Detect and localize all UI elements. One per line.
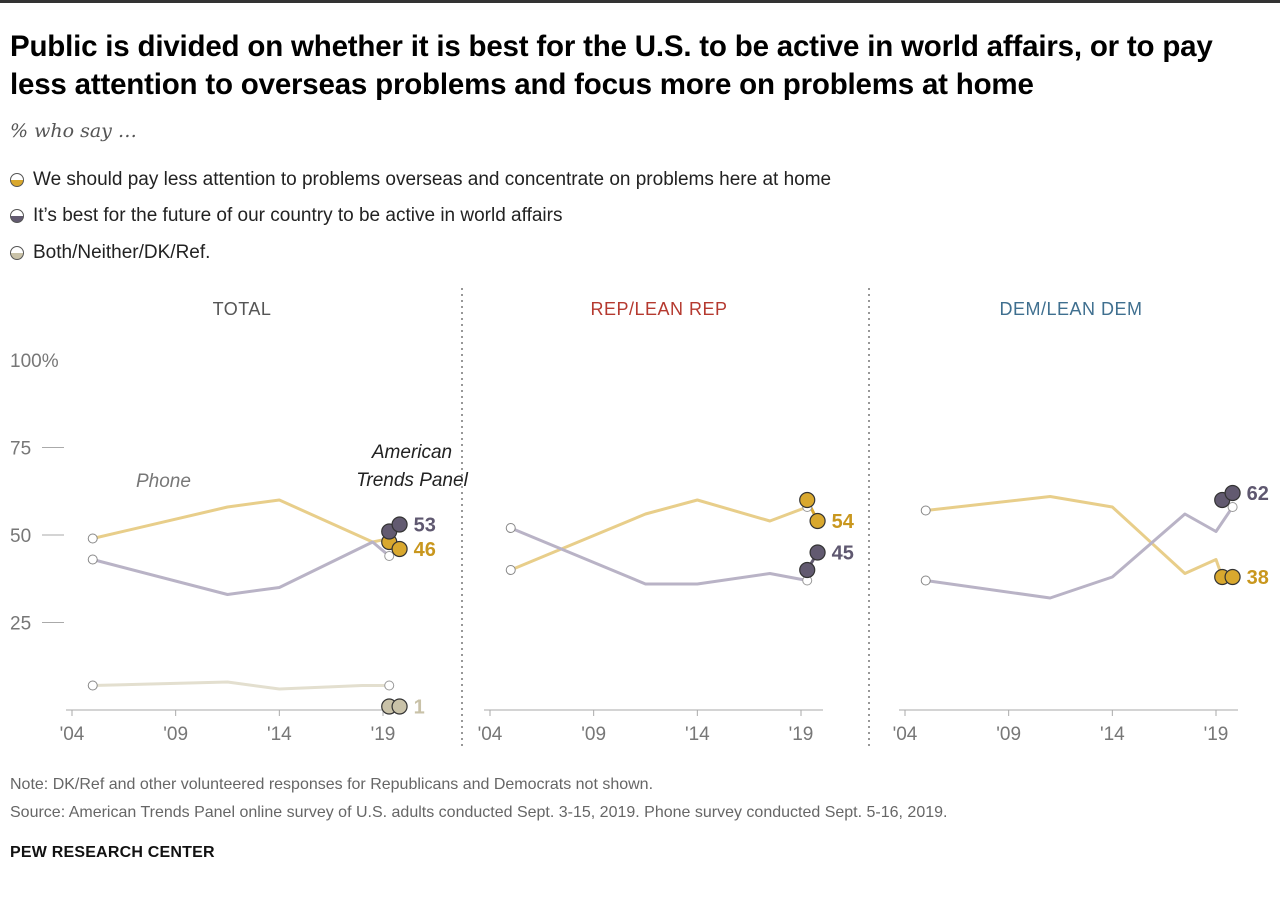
chart-source: Source: American Trends Panel online sur… [10, 804, 948, 821]
chart-note: Note: DK/Ref and other volunteered respo… [10, 776, 654, 793]
phone-start-point-2-1 [920, 575, 931, 586]
panel-title-0: TOTAL [213, 299, 272, 319]
phone-start-point-0-2 [87, 680, 98, 691]
legend-home-icon [10, 173, 24, 187]
chart-subtitle: % who say … [10, 120, 137, 142]
x-tick-label-2-3: '19 [1204, 724, 1229, 745]
x-tick-label-0-2: '14 [267, 724, 292, 745]
series-line-phone-0-0 [92, 498, 390, 544]
x-tick-label-0-3: '19 [371, 724, 396, 745]
atp-point-1-0-1 [809, 512, 826, 530]
phone-start-point-1-0 [505, 565, 516, 575]
series-line-phone-2-0 [925, 495, 1224, 578]
series-line-phone-1-1 [510, 526, 808, 586]
atp-point-1-1-0 [799, 561, 816, 579]
end-value-label-0-2: 1 [414, 697, 425, 719]
phone-start-point-0-1 [87, 554, 98, 565]
legend-active-icon [10, 209, 24, 223]
y-tick-label-50: 50 [10, 526, 31, 547]
y-tick-label-75: 75 [10, 439, 31, 460]
x-tick-label-1-2: '14 [685, 724, 710, 745]
end-value-label-0-0: 46 [414, 539, 436, 561]
series-line-phone-2-1 [925, 506, 1234, 600]
phone-start-point-1-1 [505, 523, 516, 533]
x-tick-label-0-0: '04 [60, 724, 85, 745]
atp-point-1-1-1 [809, 544, 826, 561]
series-line-phone-0-1 [92, 540, 391, 596]
x-tick-label-2-1: '09 [996, 724, 1021, 745]
atp-point-1-0-0 [799, 491, 816, 509]
end-value-label-0-1: 53 [414, 515, 436, 537]
x-tick-label-2-0: '04 [893, 724, 918, 745]
atp-point-2-0-1 [1224, 568, 1241, 586]
atp-point-0-1-1 [391, 516, 408, 533]
phone-end-point-2-1 [1227, 502, 1238, 512]
panel-title-2: DEM/LEAN DEM [999, 299, 1142, 319]
legend-item-active: It’s best for the future of our country … [10, 205, 562, 227]
phone-end-point-0-1 [384, 551, 395, 561]
atp-point-0-2-1 [391, 698, 408, 715]
x-tick-label-1-3: '19 [789, 724, 814, 745]
phone-start-point-2-0 [920, 505, 931, 516]
legend-both-icon [10, 246, 24, 260]
x-tick-label-1-0: '04 [478, 724, 503, 745]
legend-both-label: Both/Neither/DK/Ref. [33, 242, 211, 263]
end-value-label-2-1: 62 [1247, 483, 1269, 505]
end-value-label-1-0: 54 [832, 511, 855, 533]
legend-item-both: Both/Neither/DK/Ref. [10, 242, 210, 264]
x-tick-label-2-2: '14 [1100, 724, 1125, 745]
end-value-label-1-1: 45 [832, 543, 854, 565]
legend-item-home: We should pay less attention to problems… [10, 169, 831, 191]
organization-name: PEW RESEARCH CENTER [10, 844, 215, 861]
y-tick-label-100: 100% [10, 351, 59, 372]
top-rule [0, 0, 1280, 3]
phone-end-point-0-2 [384, 680, 395, 691]
x-tick-label-0-1: '09 [163, 724, 188, 745]
chart-title: Public is divided on whether it is best … [10, 30, 1213, 101]
atp-annotation-line1: American [371, 442, 452, 463]
phone-annotation: Phone [136, 471, 191, 492]
legend-home-label: We should pay less attention to problems… [33, 169, 832, 190]
atp-point-0-0-1 [391, 540, 408, 558]
atp-point-2-1-1 [1224, 484, 1241, 502]
end-value-label-2-0: 38 [1247, 567, 1269, 589]
legend-active-label: It’s best for the future of our country … [33, 205, 563, 226]
y-tick-label-25: 25 [10, 614, 31, 635]
phone-start-point-0-0 [87, 533, 98, 544]
series-line-phone-1-0 [510, 498, 808, 572]
series-line-phone-0-2 [92, 680, 390, 691]
atp-annotation-line2: Trends Panel [356, 470, 468, 491]
panel-title-1: REP/LEAN REP [590, 299, 727, 319]
x-tick-label-1-1: '09 [581, 724, 606, 745]
